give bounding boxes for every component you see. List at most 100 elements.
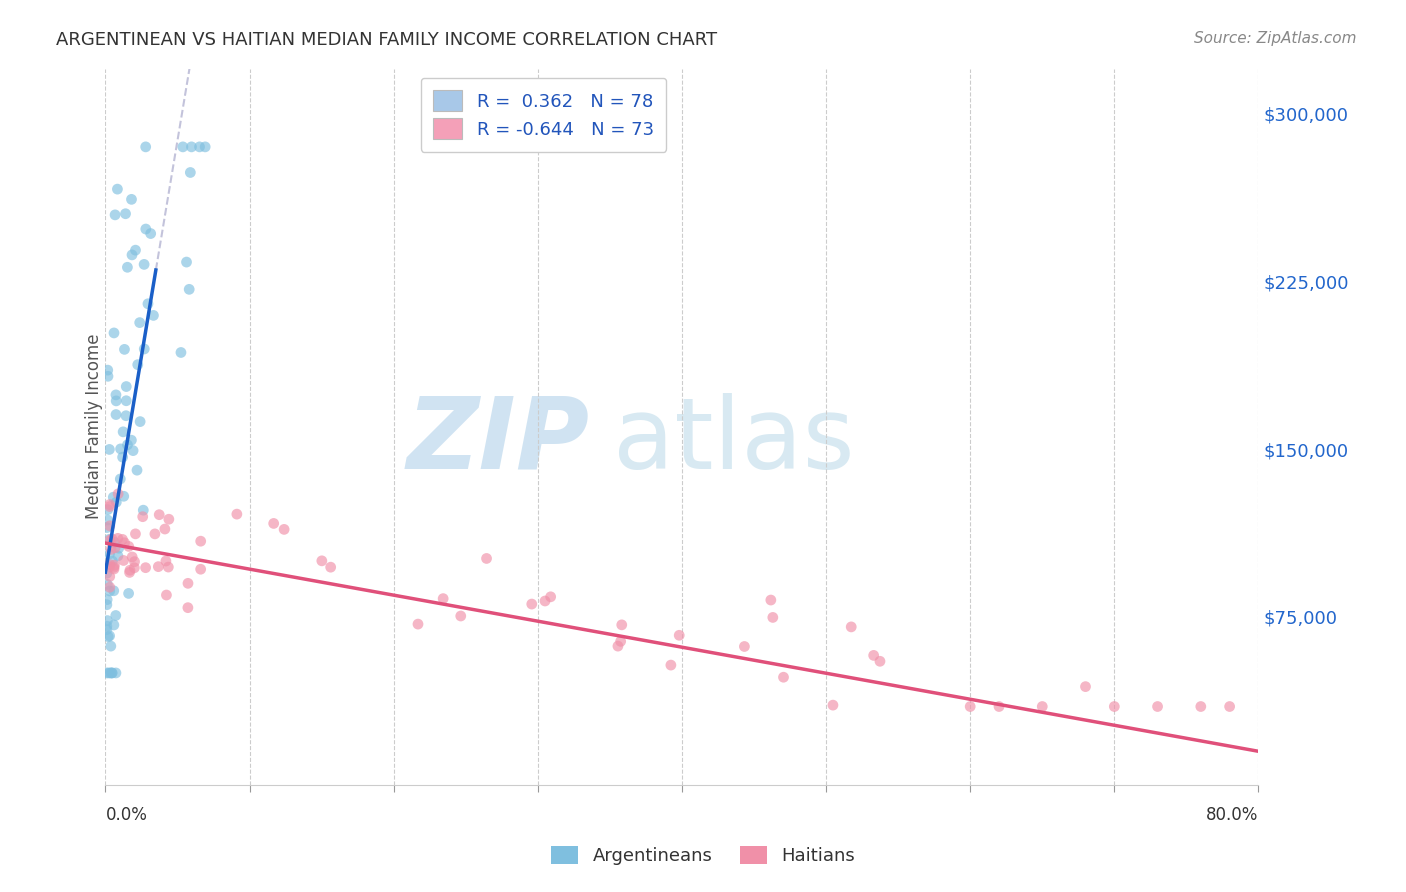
Point: [135, 222, 157, 236]
Point: [127, 358, 149, 372]
Point: [101, 665, 124, 680]
Point: [117, 586, 139, 600]
Point: [659, 658, 682, 673]
Legend: R =  0.362   N = 78, R = -0.644   N = 73: R = 0.362 N = 78, R = -0.644 N = 73: [420, 78, 666, 152]
Point: [103, 618, 125, 632]
Point: [98, 519, 121, 533]
Point: [105, 495, 128, 509]
Point: [143, 527, 166, 541]
Point: [104, 208, 127, 222]
Text: 80.0%: 80.0%: [1206, 806, 1258, 824]
Point: [157, 512, 180, 526]
Point: [733, 640, 755, 654]
Point: [520, 597, 543, 611]
Y-axis label: Median Family Income: Median Family Income: [86, 334, 103, 519]
Point: [862, 648, 884, 663]
Point: [103, 326, 125, 340]
Point: [121, 248, 143, 262]
Point: [128, 316, 150, 330]
Point: [1219, 699, 1241, 714]
Point: [153, 522, 176, 536]
Point: [450, 609, 472, 624]
Point: [148, 559, 170, 574]
Point: [1031, 699, 1053, 714]
Point: [115, 393, 138, 408]
Point: [105, 408, 128, 422]
Point: [179, 165, 201, 179]
Point: [180, 140, 202, 154]
Point: [155, 588, 177, 602]
Point: [96, 623, 118, 637]
Point: [100, 542, 122, 557]
Point: [110, 442, 132, 456]
Point: [103, 490, 125, 504]
Point: [98, 558, 121, 572]
Point: [110, 472, 132, 486]
Point: [118, 566, 141, 580]
Point: [170, 345, 193, 359]
Point: [97, 630, 120, 644]
Point: [112, 553, 135, 567]
Point: [124, 561, 146, 575]
Point: [172, 140, 194, 154]
Point: [132, 509, 155, 524]
Point: [311, 554, 333, 568]
Point: [139, 227, 162, 241]
Point: [135, 140, 157, 154]
Point: [148, 508, 170, 522]
Point: [111, 533, 134, 547]
Point: [107, 541, 129, 556]
Point: [134, 257, 156, 271]
Point: [135, 560, 157, 574]
Point: [117, 260, 139, 275]
Point: [98, 533, 121, 548]
Point: [157, 560, 180, 574]
Point: [107, 182, 129, 196]
Point: [115, 379, 138, 393]
Text: ARGENTINEAN VS HAITIAN MEDIAN FAMILY INCOME CORRELATION CHART: ARGENTINEAN VS HAITIAN MEDIAN FAMILY INC…: [56, 31, 717, 49]
Text: atlas: atlas: [613, 392, 855, 490]
Point: [121, 549, 143, 564]
Point: [96, 665, 118, 680]
Point: [475, 551, 498, 566]
Point: [117, 438, 139, 452]
Point: [190, 534, 212, 549]
Point: [96, 520, 118, 534]
Point: [112, 489, 135, 503]
Point: [104, 665, 127, 680]
Point: [96, 577, 118, 591]
Point: [821, 698, 844, 713]
Point: [104, 608, 127, 623]
Point: [97, 363, 120, 377]
Point: [194, 140, 217, 154]
Point: [97, 502, 120, 516]
Text: ZIP: ZIP: [406, 392, 589, 490]
Point: [101, 532, 124, 546]
Point: [111, 450, 134, 465]
Point: [114, 343, 136, 357]
Point: [112, 425, 135, 439]
Point: [98, 559, 121, 574]
Point: [988, 699, 1011, 714]
Point: [107, 532, 129, 546]
Point: [1104, 699, 1126, 714]
Point: [103, 583, 125, 598]
Point: [142, 309, 165, 323]
Point: [100, 665, 122, 680]
Point: [1189, 699, 1212, 714]
Point: [96, 592, 118, 607]
Point: [105, 393, 128, 408]
Point: [869, 654, 891, 668]
Point: [97, 369, 120, 384]
Point: [124, 526, 146, 541]
Text: Source: ZipAtlas.com: Source: ZipAtlas.com: [1194, 31, 1357, 46]
Point: [319, 560, 342, 574]
Point: [177, 600, 200, 615]
Point: [188, 140, 211, 154]
Point: [101, 554, 124, 568]
Point: [96, 598, 118, 612]
Point: [120, 434, 142, 448]
Point: [959, 699, 981, 714]
Point: [772, 670, 794, 684]
Point: [177, 576, 200, 591]
